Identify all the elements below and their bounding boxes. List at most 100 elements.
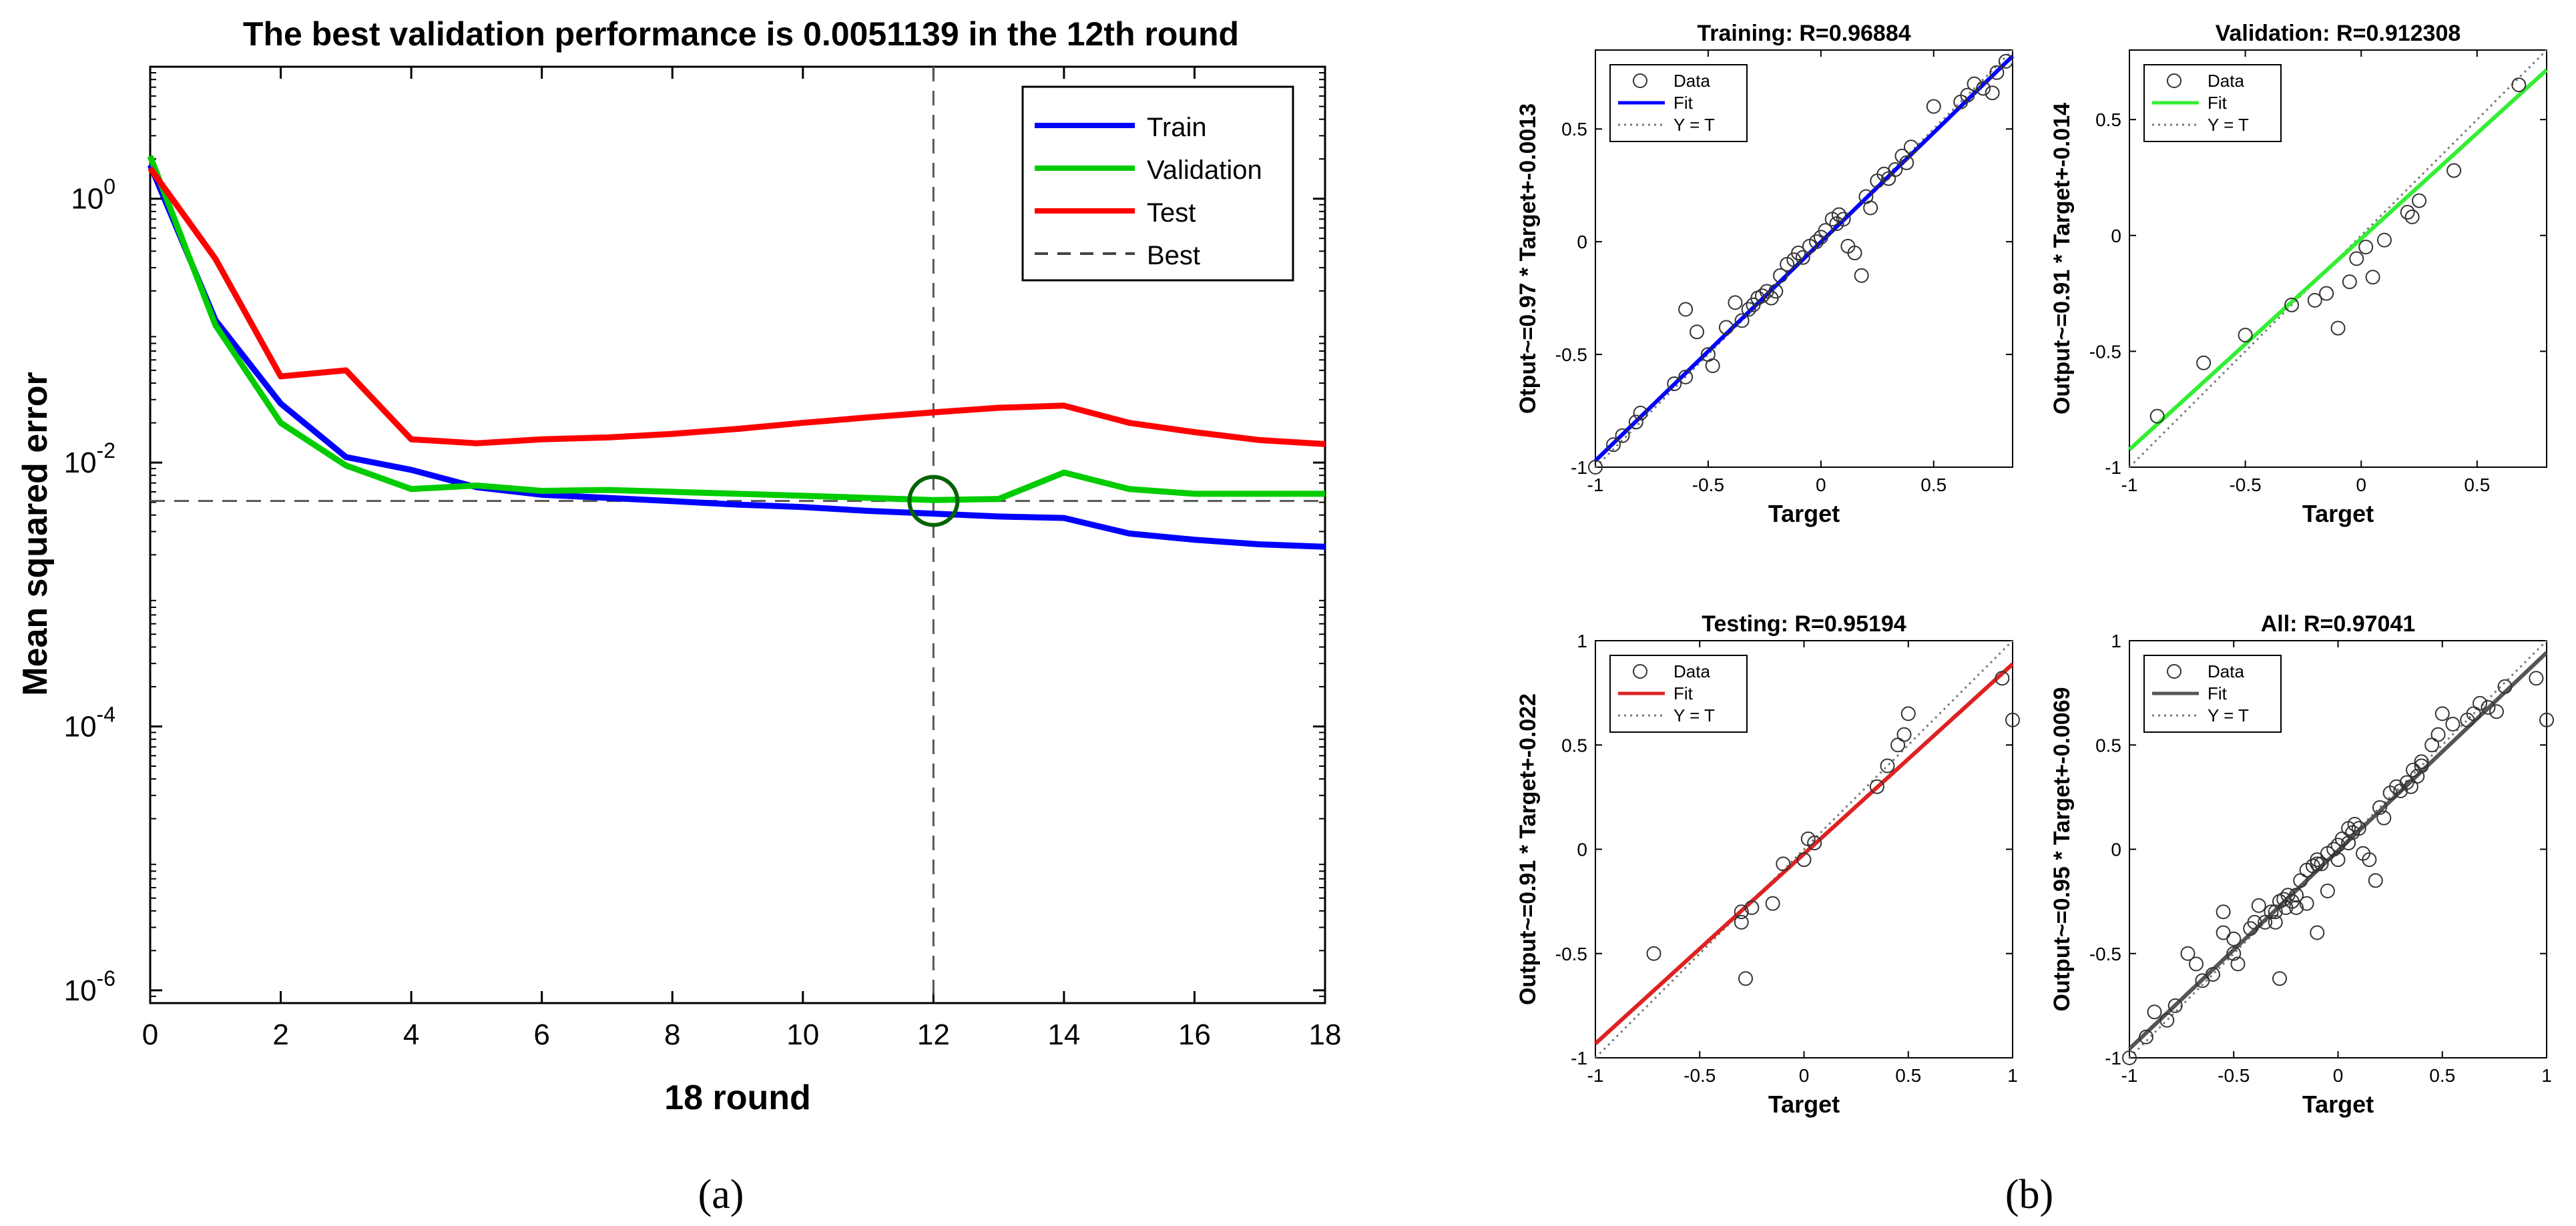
regression-ylabel: Output~=0.91 * Target+-0.022: [1515, 693, 1541, 1005]
data-point: [2159, 1012, 2175, 1028]
legend-train-label: Train: [1147, 113, 1207, 142]
y-tick-label: -1: [1571, 457, 1587, 478]
data-point: [1734, 904, 1749, 920]
legend-data-label: Data: [2208, 661, 2244, 681]
data-point: [1831, 207, 1846, 222]
series-line-validation: [147, 155, 1325, 503]
y-tick-label: 0: [1577, 232, 1587, 252]
regression-ylabel: Otput~=0.97 * Target+-0.0013: [1515, 103, 1541, 414]
data-point: [2362, 852, 2377, 868]
series-line-train: [147, 164, 1326, 550]
y-tick-label: -1: [2105, 457, 2121, 478]
x-tick-label: 0.5: [2429, 1065, 2455, 1086]
x-tick-label: 2: [272, 1018, 288, 1051]
y-tick-exponent: -2: [97, 438, 115, 463]
data-point: [1765, 896, 1780, 911]
training-regression-plot: Training: R=0.96884 -1 -0.5 0 0.5 -1 -0.5 0 0.5 D…: [1515, 21, 2015, 527]
data-point: [1755, 288, 1770, 304]
data-point: [1809, 234, 1824, 250]
y-tick-label: 10-2: [64, 438, 115, 479]
data-point: [1847, 246, 1862, 261]
data-point: [1768, 284, 1784, 299]
data-point: [2347, 817, 2362, 832]
data-point: [2289, 888, 2304, 903]
performance-series: [147, 155, 1326, 550]
data-point: [2189, 956, 2204, 972]
data-point: [2264, 904, 2279, 920]
regression-xlabel: Target: [2302, 500, 2374, 527]
y-tick-label: 1: [1577, 631, 1587, 651]
data-point: [1836, 212, 1851, 227]
data-point: [2497, 679, 2513, 694]
y-tick-label: 0: [2111, 840, 2121, 860]
data-point: [2358, 240, 2374, 255]
data-point: [2342, 274, 2357, 290]
y-tick-label: -1: [1571, 1048, 1587, 1068]
legend-identity-label: Y = T: [2208, 115, 2249, 135]
data-point: [1854, 268, 1869, 283]
performance-legend: Train Validation Test Best: [1021, 85, 1294, 282]
data-point: [2005, 712, 2020, 727]
data-point: [2226, 946, 2242, 961]
data-point: [1880, 758, 1895, 774]
regression-title: Validation: R=0.912308: [2216, 21, 2461, 46]
data-point: [1796, 852, 1812, 868]
data-point: [1678, 369, 1694, 384]
data-point: [1718, 320, 1734, 335]
data-point: [2310, 925, 2325, 940]
data-point: [2147, 1004, 2162, 1020]
data-point: [1606, 437, 1621, 452]
y-tick-label: 10-4: [64, 702, 115, 743]
y-tick-label: -1: [2105, 1048, 2121, 1068]
legend-test-label: Test: [1147, 198, 1196, 228]
data-point: [1588, 460, 1603, 475]
x-tick-label: 18: [1309, 1018, 1342, 1051]
legend-data-label: Data: [2208, 71, 2244, 91]
performance-title: The best validation performance is 0.005…: [243, 15, 1239, 53]
data-point: [1646, 946, 1661, 961]
data-point: [2539, 712, 2554, 727]
regression-title: All: R=0.97041: [2261, 611, 2416, 637]
legend-data-marker: [1633, 664, 1647, 679]
x-tick-label: -1: [2121, 475, 2138, 495]
y-tick-label: 10-6: [64, 966, 115, 1007]
data-point: [2489, 704, 2504, 719]
data-point: [2206, 967, 2220, 982]
data-point: [2511, 77, 2527, 93]
y-tick-label: 0: [2111, 226, 2121, 246]
y-tick-label: 0: [1577, 840, 1587, 860]
data-point: [1633, 405, 1648, 420]
data-point: [2434, 706, 2450, 721]
x-tick-label: 0: [2356, 475, 2366, 495]
y-tick-label: 0.5: [2095, 109, 2121, 130]
data-point: [2445, 717, 2461, 731]
y-tick-label: 0.5: [1561, 119, 1587, 139]
data-point: [2473, 695, 2487, 711]
data-point: [1795, 250, 1810, 265]
data-point: [1903, 139, 1918, 155]
panel-label-b: (b): [2005, 1172, 2053, 1217]
data-point: [2272, 971, 2287, 986]
x-tick-label: -0.5: [2229, 475, 2261, 495]
data-point: [1791, 246, 1806, 261]
x-tick-label: 10: [786, 1018, 819, 1051]
legend-validation-label: Validation: [1147, 156, 1262, 185]
legend-data-marker: [2167, 664, 2181, 679]
y-tick-base: 10: [64, 974, 97, 1007]
x-tick-label: 4: [403, 1018, 419, 1051]
data-point: [2149, 408, 2165, 424]
data-point: [2251, 898, 2266, 913]
data-point: [1967, 76, 1982, 91]
x-tick-label: 0: [1816, 475, 1826, 495]
x-tick-label: 0.5: [1920, 475, 1947, 495]
data-point: [1738, 971, 1753, 986]
legend-box: [1021, 85, 1294, 282]
data-point: [1728, 295, 1743, 310]
data-point: [2247, 914, 2262, 930]
y-tick-label: -0.5: [1555, 344, 1587, 365]
y-tick-label: 100: [71, 175, 115, 216]
regression-xlabel: Target: [1768, 500, 1840, 527]
regression-title: Training: R=0.96884: [1697, 21, 1910, 46]
x-tick-label: 1: [2007, 1065, 2018, 1086]
data-point: [2122, 1050, 2137, 1065]
